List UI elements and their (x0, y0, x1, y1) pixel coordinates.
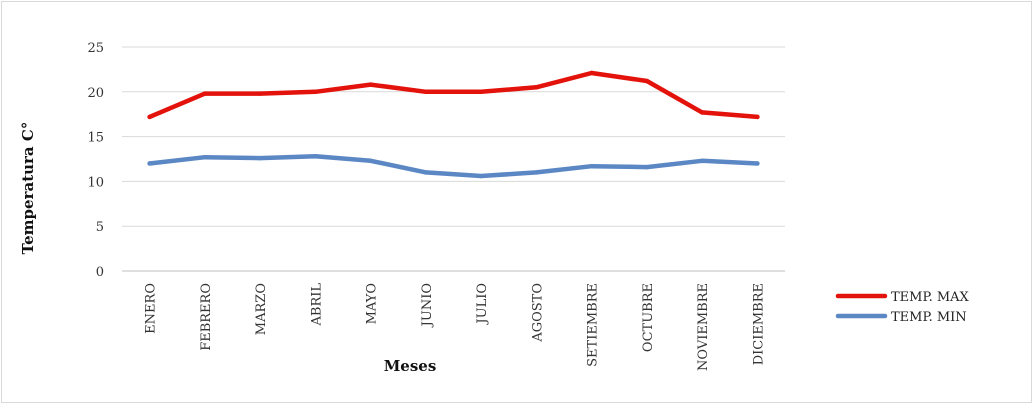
data-point (589, 70, 594, 76)
x-tick-label: FEBRERO (199, 283, 214, 351)
data-point (257, 91, 263, 96)
data-point (755, 161, 760, 166)
data-point (147, 114, 152, 120)
data-point (202, 155, 208, 160)
data-point (147, 161, 152, 166)
x-tick-label: AGOSTO (530, 283, 545, 343)
data-point (699, 110, 705, 115)
data-point (368, 158, 373, 163)
data-point (313, 89, 318, 95)
series-lines (147, 70, 760, 179)
data-point (478, 173, 484, 179)
y-axis-title: Temperatura C° (19, 122, 37, 255)
data-point (589, 163, 594, 169)
data-point (368, 82, 373, 87)
x-tick-label: JUNIO (420, 283, 435, 328)
x-tick-label: ENERO (144, 283, 159, 334)
x-tick-label: ABRIL (309, 283, 324, 327)
legend-label: TEMP. MIN (891, 310, 967, 325)
x-tick-label: NOVIEMBRE (696, 283, 711, 371)
data-point (534, 170, 539, 175)
data-point (644, 164, 650, 170)
data-point (699, 158, 705, 163)
legend-label: TEMP. MAX (891, 290, 970, 305)
data-point (534, 85, 539, 90)
y-tick-label: 5 (96, 220, 104, 235)
y-tick-label: 15 (87, 131, 104, 146)
data-point (423, 89, 429, 95)
data-point (313, 154, 318, 159)
data-point (423, 170, 429, 175)
x-tick-label: JULIO (475, 283, 490, 326)
legend: TEMP. MAX TEMP. MIN (835, 290, 970, 325)
y-tick-label: 10 (87, 175, 104, 190)
data-point (257, 155, 263, 161)
data-point (755, 114, 760, 120)
data-point (202, 91, 208, 96)
series-line-max (147, 70, 760, 120)
y-tick-label: 20 (87, 86, 104, 101)
series-line-min (147, 154, 760, 179)
x-tick-label: DICIEMBRE (751, 283, 766, 365)
data-point (478, 89, 484, 95)
x-axis-title: Meses (384, 357, 437, 375)
y-tick-label: 25 (87, 41, 104, 56)
y-tick-labels: 0 5 10 15 20 25 (87, 41, 104, 280)
x-tick-label: MARZO (254, 283, 269, 335)
y-tick-label: 0 (96, 265, 104, 280)
x-tick-label: MAYO (365, 283, 380, 324)
x-tick-label: OCTUBRE (641, 283, 656, 352)
data-point (644, 78, 650, 84)
x-tick-label: SETIEMBRE (586, 283, 601, 367)
x-tick-labels: ENERO FEBRERO MARZO ABRIL MAYO JUNIO JULIO AGOS… (144, 283, 767, 371)
